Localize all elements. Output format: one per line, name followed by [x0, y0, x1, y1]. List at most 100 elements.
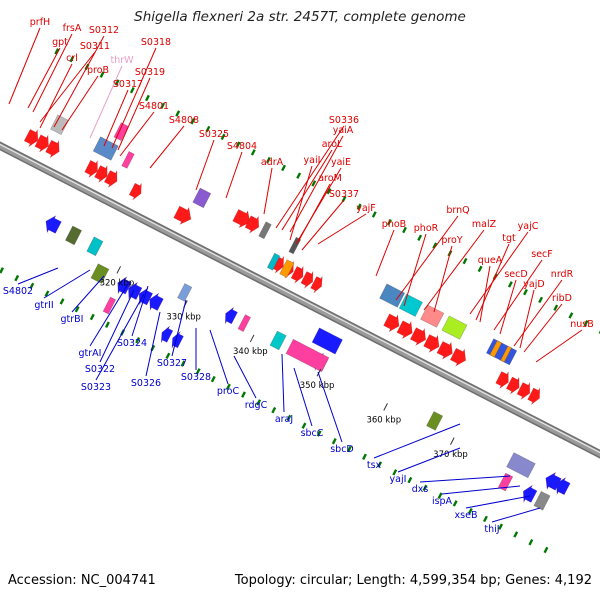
track-tick-34: [195, 368, 201, 375]
forward-gene-8: [173, 205, 192, 225]
track-tick-38: [225, 383, 231, 391]
lower-leader-sbcD: [317, 371, 343, 443]
track-tick-18: [74, 305, 80, 313]
upper-leader-S0317: [103, 89, 129, 147]
lower-leader-dxs: [419, 475, 511, 483]
feature-box-21: [177, 283, 193, 302]
forward-gene-7: [128, 182, 142, 201]
lower-label-S0324: S0324: [117, 338, 147, 349]
forward-gene-16: [383, 313, 400, 333]
track-tick-51: [432, 242, 438, 249]
upper-leader-aroM: [297, 183, 331, 243]
feature-box-17: [64, 225, 83, 246]
reverse-gene-2: [117, 276, 132, 295]
upper-label-nusB: nusB: [570, 319, 594, 330]
scale-label-1: 320 kbp: [100, 278, 135, 288]
track-tick-23: [220, 133, 226, 141]
feature-box-5: [192, 187, 212, 209]
track-tick-37: [326, 187, 332, 195]
upper-label-S4801: S4801: [139, 101, 169, 112]
lower-label-tsx: tsx: [367, 460, 382, 471]
upper-label-crl: crl: [66, 53, 78, 64]
upper-leader-yajF: [317, 213, 367, 245]
feature-box-29: [533, 490, 551, 511]
lower-label-S0328: S0328: [181, 372, 211, 383]
lower-leader-sbcC: [293, 367, 313, 427]
upper-label-nrdR: nrdR: [551, 269, 574, 280]
upper-label-S0318: S0318: [141, 37, 171, 48]
upper-leader-S0337: [301, 199, 345, 251]
upper-leader-yajD: [519, 289, 535, 349]
track-tick-69: [568, 312, 574, 319]
scale-label-2: 330 kbp: [166, 313, 201, 323]
forward-gene-2: [34, 134, 49, 153]
feature-box-12: [420, 304, 445, 328]
track-tick-1: [54, 48, 60, 55]
lower-label-dxs: dxs: [412, 484, 429, 495]
forward-gene-3: [45, 139, 60, 159]
lower-leader-proC: [209, 329, 229, 385]
upper-label-frsA: frsA: [63, 23, 82, 34]
upper-leader-adrA: [263, 167, 273, 215]
track-tick-35: [311, 180, 317, 187]
track-tick-80: [543, 546, 549, 554]
feature-box-4: [121, 150, 135, 169]
upper-label-S4804: S4804: [227, 141, 257, 152]
upper-label-aroM: aroM: [318, 173, 342, 184]
lower-label-gtrII: gtrII: [34, 300, 53, 311]
feature-box-2: [92, 136, 119, 161]
upper-label-secD: secD: [504, 269, 527, 280]
track-tick-70: [467, 507, 473, 515]
lower-leader-S0324: [131, 285, 149, 337]
lower-label-gtrBI: gtrBI: [61, 314, 84, 325]
forward-gene-1: [23, 128, 39, 148]
upper-leader-crl: [39, 63, 73, 129]
lower-label-ispA: ispA: [432, 496, 453, 507]
lower-leader-xseB: [465, 495, 531, 509]
lower-label-S0323: S0323: [81, 382, 111, 393]
track-tick-36: [210, 375, 216, 383]
lower-leader-gtrII: [43, 269, 91, 299]
forward-gene-21: [449, 347, 467, 367]
accession-label: Accession: NC_004741: [8, 573, 156, 588]
track-tick-74: [498, 523, 504, 530]
upper-leader-malZ: [423, 229, 485, 311]
scale-tick-6: [450, 437, 455, 445]
feature-box-14: [485, 338, 518, 366]
scale-tick-3: [249, 334, 255, 343]
forward-gene-20: [436, 340, 453, 360]
reverse-gene-6: [160, 325, 174, 343]
upper-label-S0317: S0317: [113, 79, 143, 90]
upper-label-prfH: prfH: [30, 17, 50, 28]
track-tick-11: [129, 86, 135, 94]
track-tick-58: [377, 461, 383, 468]
upper-leader-secF: [493, 259, 543, 331]
track-tick-55: [462, 257, 468, 265]
scale-label-6: 370 kbp: [433, 450, 468, 460]
upper-leader-brnQ: [395, 215, 459, 301]
forward-gene-22: [495, 371, 509, 389]
upper-leader-S0336: [275, 125, 345, 229]
reverse-gene-5: [149, 292, 164, 312]
track-tick-27: [250, 149, 256, 156]
forward-gene-10: [244, 215, 260, 234]
upper-label-malZ: malZ: [472, 219, 497, 230]
forward-gene-9: [232, 208, 251, 229]
track-tick-22: [104, 321, 110, 328]
upper-label-phoB: phoB: [382, 219, 406, 230]
upper-leader-nrdR: [513, 279, 563, 347]
lower-leader-rdgC: [233, 355, 257, 399]
feature-box-18: [86, 236, 104, 257]
forward-gene-15: [310, 275, 323, 294]
upper-label-proY: proY: [441, 235, 463, 246]
track-tick-29: [265, 156, 271, 164]
lower-label-araJ: araJ: [275, 414, 293, 425]
backbone-highlight: [0, 143, 600, 454]
upper-leader-proB: [61, 75, 99, 131]
upper-label-S0336: S0336: [329, 115, 359, 126]
lower-label-proC: proC: [217, 386, 240, 397]
track-tick-40: [241, 391, 246, 398]
track-tick-19: [190, 118, 196, 125]
track-tick-8: [0, 267, 5, 274]
